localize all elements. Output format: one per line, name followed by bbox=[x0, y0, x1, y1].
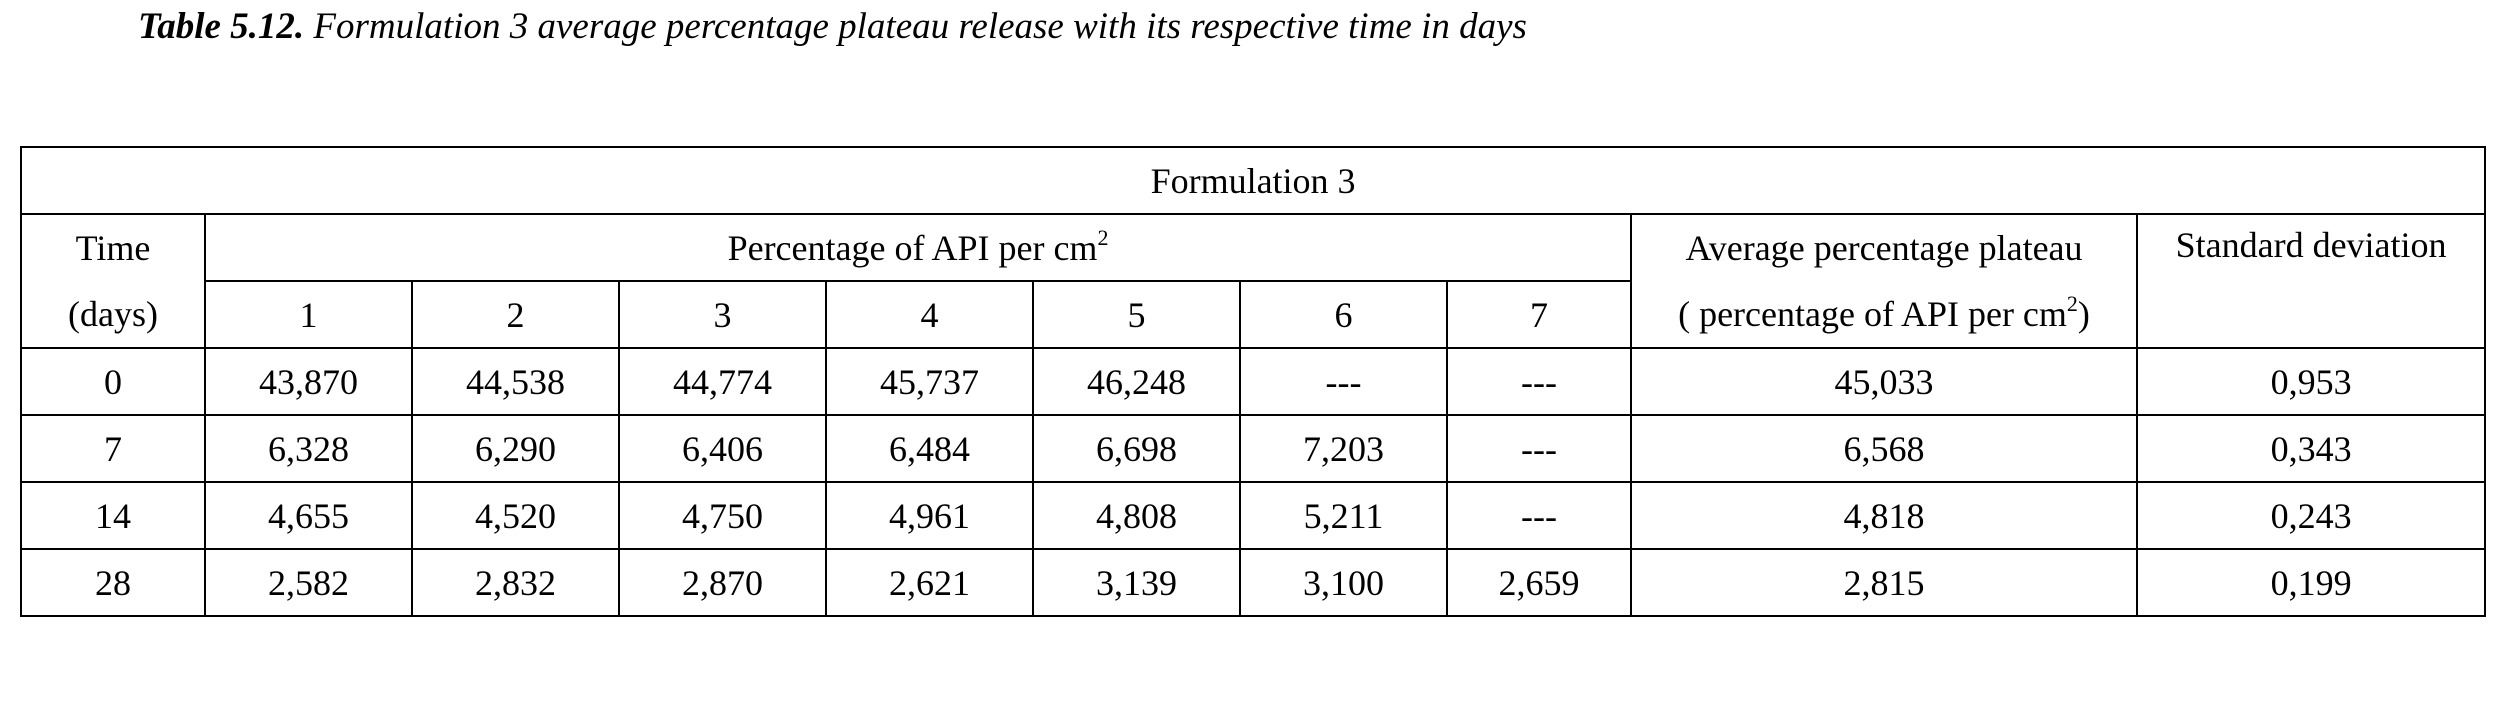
value-cell: 2,659 bbox=[1446, 548, 1632, 617]
table-row: 7 6,328 6,290 6,406 6,484 6,698 7,203 --… bbox=[20, 414, 2487, 483]
sd-cell: 0,953 bbox=[2135, 347, 2487, 416]
table-title: Formulation 3 bbox=[19, 146, 2487, 215]
table-caption: Table 5.12. Formulation 3 average percen… bbox=[138, 4, 1527, 50]
value-cell: --- bbox=[1446, 481, 1632, 550]
value-cell: 6,406 bbox=[618, 414, 827, 483]
sd-header: Standard deviation bbox=[2135, 213, 2487, 349]
sd-cell: 0,343 bbox=[2135, 414, 2487, 483]
average-cell: 2,815 bbox=[1630, 548, 2138, 617]
table-row: 0 43,870 44,538 44,774 45,737 46,248 ---… bbox=[20, 347, 2487, 416]
value-cell: 5,211 bbox=[1239, 481, 1448, 550]
value-cell: 4,961 bbox=[825, 481, 1034, 550]
header-row-1: Time Percentage of API per cm2 Average p… bbox=[20, 213, 2487, 349]
value-cell: 6,698 bbox=[1032, 414, 1241, 483]
value-cell: 45,737 bbox=[825, 347, 1034, 416]
value-cell: 46,248 bbox=[1032, 347, 1241, 416]
value-cell: --- bbox=[1239, 347, 1448, 416]
value-cell: 44,538 bbox=[411, 347, 620, 416]
sample-col-header: 1 bbox=[204, 280, 413, 349]
time-cell: 28 bbox=[20, 548, 206, 617]
sample-col-header: 5 bbox=[1032, 280, 1241, 349]
value-cell: 4,750 bbox=[618, 481, 827, 550]
header-row-2: (days) 1 2 3 4 5 6 7 ( percentage of API… bbox=[20, 280, 2485, 349]
value-cell: 2,621 bbox=[825, 548, 1034, 617]
sd-cell: 0,243 bbox=[2135, 481, 2487, 550]
time-cell: 7 bbox=[20, 414, 206, 483]
time-header-line1: Time bbox=[20, 213, 206, 281]
value-cell: 6,290 bbox=[411, 414, 620, 483]
average-header-line1: Average percentage plateau bbox=[1630, 213, 2138, 281]
value-cell: 4,520 bbox=[411, 481, 620, 550]
sample-col-header: 4 bbox=[825, 280, 1034, 349]
sample-col-header: 6 bbox=[1239, 280, 1448, 349]
value-cell: 3,100 bbox=[1239, 548, 1448, 617]
sample-col-header: 7 bbox=[1446, 280, 1632, 349]
title-row: Formulation 3 bbox=[19, 146, 2487, 215]
caption-text: Formulation 3 average percentage plateau… bbox=[304, 6, 1527, 47]
value-cell: 3,139 bbox=[1032, 548, 1241, 617]
value-cell: --- bbox=[1446, 347, 1632, 416]
value-cell: 6,328 bbox=[204, 414, 413, 483]
average-cell: 6,568 bbox=[1630, 414, 2138, 483]
sample-col-header: 3 bbox=[618, 280, 827, 349]
percentage-header: Percentage of API per cm2 bbox=[204, 213, 1632, 282]
value-cell: 2,832 bbox=[411, 548, 620, 617]
formulation-table: Formulation 3 Time Percentage of API per… bbox=[19, 146, 2487, 617]
average-cell: 45,033 bbox=[1630, 347, 2138, 416]
value-cell: 43,870 bbox=[204, 347, 413, 416]
value-cell: 44,774 bbox=[618, 347, 827, 416]
time-header-line2: (days) bbox=[20, 281, 206, 349]
sample-col-header: 2 bbox=[411, 280, 620, 349]
value-cell: 7,203 bbox=[1239, 414, 1448, 483]
value-cell: --- bbox=[1446, 414, 1632, 483]
value-cell: 4,655 bbox=[204, 481, 413, 550]
value-cell: 4,808 bbox=[1032, 481, 1241, 550]
time-cell: 14 bbox=[20, 481, 206, 550]
caption-label: Table 5.12. bbox=[138, 6, 305, 47]
table-row: 28 2,582 2,832 2,870 2,621 3,139 3,100 2… bbox=[20, 548, 2487, 617]
value-cell: 6,484 bbox=[825, 414, 1034, 483]
value-cell: 2,870 bbox=[618, 548, 827, 617]
table-row: 14 4,655 4,520 4,750 4,961 4,808 5,211 -… bbox=[20, 481, 2487, 550]
average-cell: 4,818 bbox=[1630, 481, 2138, 550]
average-header-line2: ( percentage of API per cm2) bbox=[1630, 281, 2138, 349]
sd-cell: 0,199 bbox=[2135, 548, 2487, 617]
value-cell: 2,582 bbox=[204, 548, 413, 617]
time-cell: 0 bbox=[20, 347, 206, 416]
